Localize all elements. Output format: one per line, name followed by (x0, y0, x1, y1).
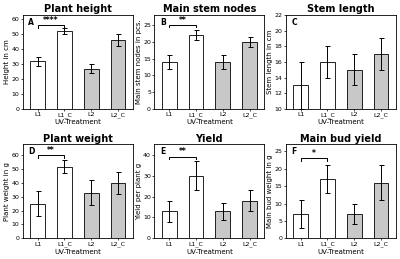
Bar (293, 214, 308, 238)
Y-axis label: Main stem nodes in pcs.: Main stem nodes in pcs. (136, 19, 142, 104)
Title: Main stem nodes: Main stem nodes (163, 4, 256, 14)
Bar (188, 176, 203, 238)
Text: *: * (312, 149, 316, 158)
Text: E: E (160, 147, 165, 156)
Bar (30, 204, 45, 238)
Text: **: ** (179, 16, 186, 25)
Text: C: C (292, 18, 297, 27)
Y-axis label: Stem length in cm: Stem length in cm (267, 30, 273, 94)
Bar (57, 167, 72, 238)
Bar (242, 42, 257, 109)
Bar (30, 61, 45, 109)
Text: A: A (28, 18, 34, 27)
Bar (320, 62, 335, 187)
Bar (188, 35, 203, 109)
Text: **: ** (47, 146, 55, 155)
Title: Main bud yield: Main bud yield (300, 134, 382, 144)
Text: **: ** (179, 147, 186, 156)
Bar (162, 211, 176, 238)
Bar (84, 193, 99, 238)
Title: Yield: Yield (196, 134, 223, 144)
Text: F: F (292, 147, 297, 156)
Bar (374, 54, 388, 187)
X-axis label: UV-Treatment: UV-Treatment (318, 249, 364, 255)
Text: ****: **** (43, 16, 59, 25)
Bar (347, 214, 362, 238)
Bar (242, 201, 257, 238)
X-axis label: UV-Treatment: UV-Treatment (186, 119, 233, 125)
X-axis label: UV-Treatment: UV-Treatment (186, 249, 233, 255)
Bar (57, 31, 72, 109)
Y-axis label: Main bud weight in g: Main bud weight in g (267, 155, 273, 228)
Bar (320, 179, 335, 238)
X-axis label: UV-Treatment: UV-Treatment (54, 119, 101, 125)
Bar (84, 69, 99, 109)
Title: Plant height: Plant height (44, 4, 112, 14)
Title: Stem length: Stem length (307, 4, 375, 14)
Bar (162, 62, 176, 109)
Bar (347, 70, 362, 187)
Bar (293, 85, 308, 187)
Y-axis label: Yield per plant g: Yield per plant g (136, 163, 142, 220)
Text: B: B (160, 18, 166, 27)
Y-axis label: Plant weight in g: Plant weight in g (4, 162, 10, 221)
Text: D: D (28, 147, 35, 156)
X-axis label: UV-Treatment: UV-Treatment (54, 249, 101, 255)
Bar (111, 40, 126, 109)
Bar (111, 183, 126, 238)
Bar (215, 211, 230, 238)
Y-axis label: Height in cm: Height in cm (4, 39, 10, 84)
X-axis label: UV-Treatment: UV-Treatment (318, 119, 364, 125)
Bar (374, 183, 388, 238)
Bar (215, 62, 230, 109)
Title: Plant weight: Plant weight (43, 134, 113, 144)
